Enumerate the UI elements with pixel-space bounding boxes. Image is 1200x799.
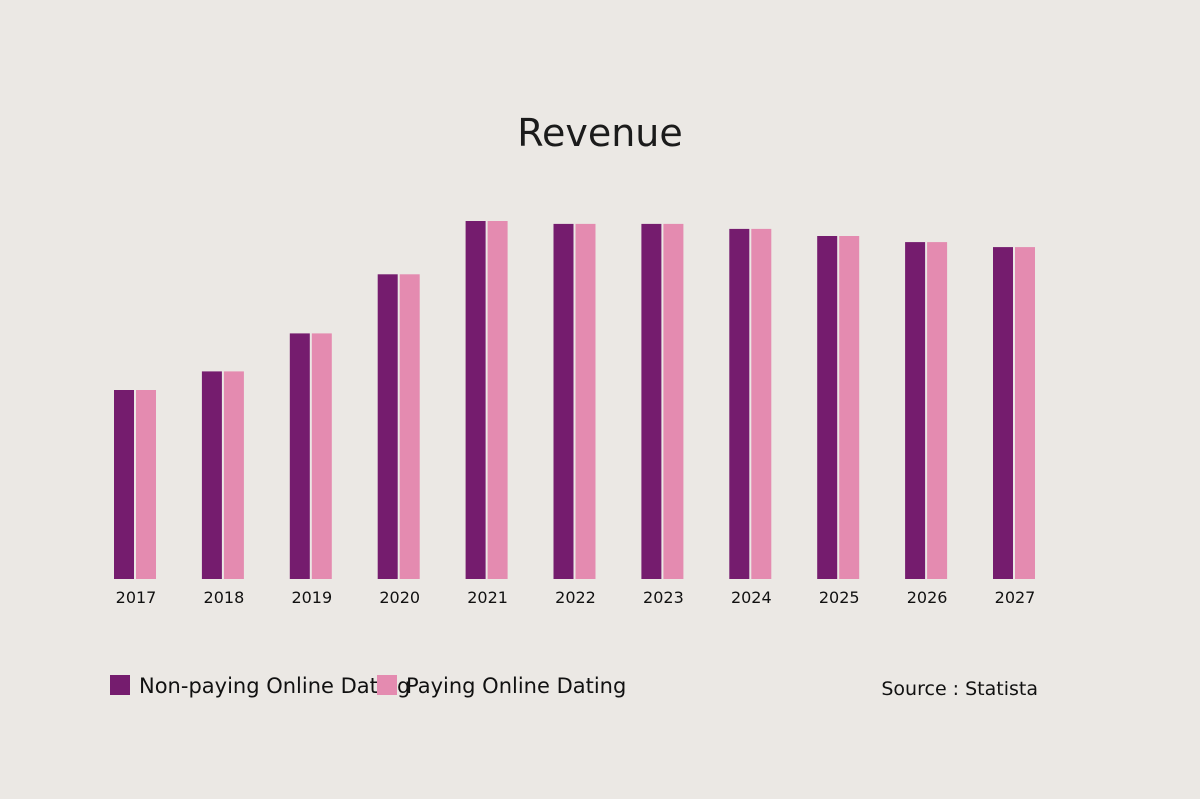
bar-non-paying-2027: [993, 247, 1013, 579]
legend: Non-paying Online Dating Paying Online D…: [110, 674, 626, 698]
x-tick-label-2017: 2017: [116, 588, 157, 607]
x-tick-label-2024: 2024: [731, 588, 772, 607]
bar-paying-2019: [311, 333, 332, 579]
bar-paying-2020: [399, 274, 420, 579]
legend-label-paying: Paying Online Dating: [406, 674, 626, 698]
x-tick-label-2023: 2023: [643, 588, 684, 607]
x-tick-label-2022: 2022: [555, 588, 596, 607]
legend-swatch-non-paying: [110, 675, 130, 695]
x-tick-label-2021: 2021: [467, 588, 508, 607]
x-tick-label-2018: 2018: [204, 588, 245, 607]
legend-swatch-paying: [377, 675, 397, 695]
bar-non-paying-2017: [114, 390, 134, 579]
x-tick-label-2027: 2027: [995, 588, 1036, 607]
bar-non-paying-2019: [289, 333, 310, 579]
bar-paying-2018: [223, 371, 244, 579]
bars-layer: [114, 221, 1035, 579]
bar-paying-2025: [839, 236, 860, 579]
bar-non-paying-2018: [201, 371, 222, 579]
bar-paying-2027: [1015, 247, 1035, 579]
x-tick-label-2019: 2019: [291, 588, 332, 607]
bar-non-paying-2025: [817, 236, 838, 579]
legend-label-non-paying: Non-paying Online Dating: [139, 674, 410, 698]
bar-paying-2017: [136, 390, 156, 579]
bar-non-paying-2022: [553, 223, 574, 579]
bar-paying-2021: [487, 221, 508, 579]
bar-non-paying-2023: [641, 223, 662, 579]
chart-title: Revenue: [517, 111, 683, 155]
bar-non-paying-2024: [729, 228, 750, 579]
bar-paying-2024: [751, 228, 772, 579]
x-tick-label-2020: 2020: [379, 588, 420, 607]
bar-non-paying-2020: [377, 274, 398, 579]
bar-paying-2023: [663, 223, 684, 579]
bar-paying-2022: [575, 223, 596, 579]
x-tick-label-2026: 2026: [907, 588, 948, 607]
bar-non-paying-2021: [465, 221, 486, 579]
x-tick-label-2025: 2025: [819, 588, 860, 607]
bar-paying-2026: [927, 242, 948, 579]
source-note: Source : Statista: [881, 678, 1038, 700]
x-axis-tick-labels: 2017 2018 2019 2020 2021 2022 2023 2024 2025 2026…: [116, 588, 1036, 607]
bar-non-paying-2026: [905, 242, 926, 579]
